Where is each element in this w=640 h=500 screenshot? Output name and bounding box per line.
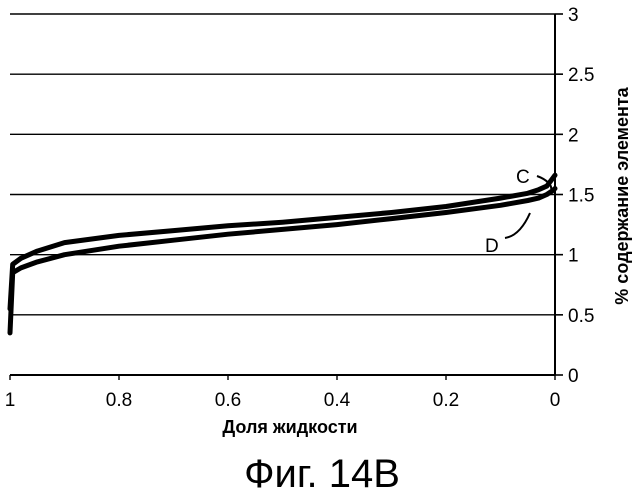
y-axis-title: % содержание элемента — [612, 86, 632, 304]
x-tick-label-5: 0 — [550, 390, 561, 411]
y-tick-label-4: 2 — [568, 125, 579, 146]
y-tick-label-0: 0 — [568, 366, 579, 387]
figure-caption: Фиг. 14B — [244, 452, 400, 496]
gridlines — [10, 14, 555, 315]
y-tick-labels: 0 0.5 1 1.5 2 2.5 3 — [568, 5, 594, 387]
x-tick-labels: 1 0.8 0.6 0.4 0.2 0 — [5, 390, 561, 411]
x-tick-label-4: 0.2 — [433, 390, 459, 411]
x-tick-label-3: 0.4 — [324, 390, 351, 411]
x-tick-label-2: 0.6 — [215, 390, 241, 411]
y-tick-label-5: 2.5 — [568, 65, 594, 86]
curve-d-label: D — [485, 236, 499, 257]
curve-annotations: C D — [485, 167, 551, 257]
y-tick-label-2: 1 — [568, 246, 579, 267]
y-tick-label-3: 1.5 — [568, 186, 594, 207]
axes — [10, 14, 563, 380]
series-line-c — [10, 175, 555, 309]
x-tick-label-1: 0.8 — [106, 390, 132, 411]
curve-d-leader — [505, 213, 530, 238]
x-tick-label-0: 1 — [5, 390, 16, 411]
y-tick-label-6: 3 — [568, 5, 579, 26]
x-axis-title: Доля жидкости — [222, 417, 357, 437]
series-line-d — [10, 189, 555, 333]
curve-c-label: C — [516, 167, 530, 188]
y-tick-label-1: 0.5 — [568, 306, 594, 327]
